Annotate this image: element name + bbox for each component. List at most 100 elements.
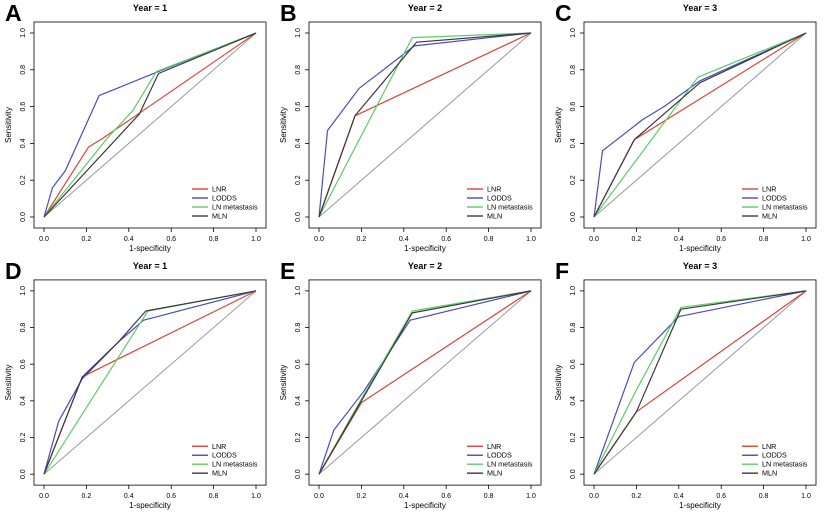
y-tick-label: 1.0: [20, 28, 27, 38]
x-tick-label: 0.8: [759, 493, 769, 500]
diagonal-reference-line: [318, 290, 532, 475]
x-axis-label: 1-specificity: [129, 244, 171, 253]
x-axis-label: 1-specificity: [129, 501, 171, 510]
axis-box: [583, 279, 817, 486]
y-tick-label: 0.8: [20, 323, 27, 333]
y-tick-label: 0.2: [295, 175, 302, 185]
roc-plot: 0.0 0.2 0.4 0.6 0.8 1.0 0.0 0.2 0.4 0.6 0.8 1.0 1-sp…: [554, 279, 817, 510]
y-tick-label: 0.6: [570, 359, 577, 369]
y-tick-label: 0.6: [20, 359, 27, 369]
axis-box: [33, 21, 267, 229]
y-tick-label: 0.0: [20, 212, 27, 222]
x-tick-label: 1.0: [251, 493, 261, 500]
x-tick-label: 0.2: [357, 236, 367, 243]
y-tick-label: 0.6: [20, 102, 27, 112]
roc-plot: 0.0 0.2 0.4 0.6 0.8 1.0 0.0 0.2 0.4 0.6 0.8 1.0 1-sp…: [279, 21, 542, 253]
x-tick-label: 0.8: [209, 236, 219, 243]
roc-curve-ln-metastasis: [43, 32, 257, 218]
y-tick-label: 0.0: [295, 469, 302, 479]
x-tick-label: 0.0: [39, 493, 49, 500]
x-tick-label: 0.8: [484, 236, 494, 243]
diagonal-reference-line: [593, 290, 807, 475]
y-tick-label: 0.4: [295, 138, 302, 148]
axis-box: [308, 279, 542, 486]
y-tick-label: 0.8: [20, 65, 27, 75]
panel-title: Year = 2: [407, 3, 443, 13]
x-tick-label: 0.8: [759, 236, 769, 243]
panel-letter: D: [5, 258, 22, 284]
x-axis-label: 1-specificity: [679, 244, 721, 253]
panel-b: B Year = 2 0.0 0.2 0.4 0.6 0.8 1.0 0.0 0.2 0.4 0.…: [275, 0, 550, 258]
x-tick-label: 0.4: [674, 236, 684, 243]
y-tick-label: 0.8: [570, 65, 577, 75]
y-tick-label: 0.8: [570, 323, 577, 333]
y-tick-label: 1.0: [570, 286, 577, 296]
panel-e: E Year = 2 0.0 0.2 0.4 0.6 0.8 1.0 0.0 0.2 0.4 0.…: [275, 258, 550, 515]
y-axis-label: Sensitivity: [554, 365, 563, 401]
roc-curve-mln: [43, 290, 257, 475]
legend-label: LN metastasis: [212, 461, 258, 469]
roc-plot: 0.0 0.2 0.4 0.6 0.8 1.0 0.0 0.2 0.4 0.6 0.8 1.0 1-sp…: [279, 279, 542, 510]
x-tick-label: 1.0: [801, 236, 811, 243]
diagonal-reference-line: [43, 32, 257, 218]
y-tick-label: 0.4: [570, 396, 577, 406]
roc-curve-lodds: [318, 32, 532, 218]
x-axis-label: 1-specificity: [404, 244, 446, 253]
legend-label: LODDS: [487, 452, 512, 460]
roc-curve-lodds: [593, 32, 807, 218]
x-tick-label: 0.4: [399, 236, 409, 243]
legend-label: LNR: [762, 185, 776, 194]
y-tick-label: 0.0: [570, 469, 577, 479]
legend-label: MLN: [487, 470, 502, 478]
roc-curve-lodds: [593, 290, 807, 475]
x-tick-label: 1.0: [251, 236, 261, 243]
x-tick-label: 0.2: [632, 493, 642, 500]
y-tick-label: 0.6: [295, 102, 302, 112]
y-tick-label: 0.0: [20, 469, 27, 479]
roc-curve-mln: [593, 290, 807, 475]
y-tick-label: 0.2: [570, 433, 577, 443]
y-tick-label: 1.0: [20, 286, 27, 296]
legend-label: MLN: [212, 212, 227, 221]
roc-curve-ln-metastasis: [593, 32, 807, 218]
legend-label: MLN: [762, 212, 777, 221]
roc-plot: 0.0 0.2 0.4 0.6 0.8 1.0 0.0 0.2 0.4 0.6 0.8 1.0 1-sp…: [4, 21, 267, 253]
roc-curve-lnr: [43, 32, 257, 218]
panel-letter: A: [5, 0, 22, 26]
x-tick-label: 0.8: [209, 493, 219, 500]
panel-title: Year = 1: [132, 3, 168, 13]
diagonal-reference-line: [43, 290, 257, 475]
y-axis-label: Sensitivity: [554, 107, 563, 143]
y-axis-label: Sensitivity: [279, 365, 288, 401]
panel-f: F Year = 3 0.0 0.2 0.4 0.6 0.8 1.0 0.0 0.2 0.4 0.…: [550, 258, 825, 515]
x-tick-label: 0.0: [314, 493, 324, 500]
y-tick-label: 0.8: [295, 323, 302, 333]
x-tick-label: 0.8: [484, 493, 494, 500]
y-tick-label: 1.0: [570, 28, 577, 38]
y-tick-label: 0.2: [295, 433, 302, 443]
x-tick-label: 0.0: [314, 236, 324, 243]
diagonal-reference-line: [318, 32, 532, 218]
x-tick-label: 0.2: [82, 236, 92, 243]
x-tick-label: 0.0: [589, 236, 599, 243]
roc-curve-ln-metastasis: [318, 32, 532, 218]
legend-label: LN metastasis: [212, 203, 258, 212]
y-tick-label: 1.0: [295, 28, 302, 38]
panel-letter: C: [555, 0, 572, 26]
y-axis-label: Sensitivity: [4, 365, 13, 401]
x-tick-label: 0.6: [716, 236, 726, 243]
x-tick-label: 0.4: [124, 493, 134, 500]
x-tick-label: 0.6: [441, 236, 451, 243]
diagonal-reference-line: [593, 32, 807, 218]
panel-title: Year = 3: [682, 261, 718, 271]
legend-label: MLN: [487, 212, 502, 221]
panel-title: Year = 1: [132, 261, 168, 271]
x-tick-label: 0.6: [441, 493, 451, 500]
panel-letter: E: [280, 258, 296, 284]
legend-label: LODDS: [212, 194, 237, 203]
